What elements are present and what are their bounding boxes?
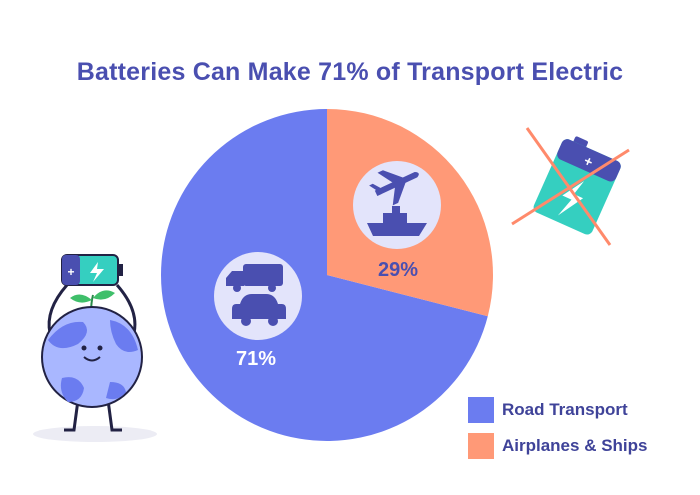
mascot-shadow xyxy=(33,426,157,442)
legend-swatch-airplanes-ships xyxy=(468,432,494,459)
svg-text:+: + xyxy=(67,265,74,279)
legend-label-road-transport: Road Transport xyxy=(502,399,628,419)
ship-icon xyxy=(367,206,427,236)
data-label-airplanes-ships: 29% xyxy=(378,259,418,281)
airplane-icon xyxy=(369,170,419,206)
pie-slices xyxy=(160,109,493,441)
road-transport-icon-group xyxy=(214,252,302,340)
truck-icon xyxy=(226,264,283,292)
legend-label-airplanes-ships: Airplanes & Ships xyxy=(502,435,648,455)
legend-item-airplanes-ships: Airplanes & Ships xyxy=(468,430,647,461)
data-label-road-transport: 71% xyxy=(236,348,276,370)
crossed-battery-icon: + xyxy=(511,127,630,246)
legend: Road Transport Airplanes & Ships xyxy=(468,394,647,466)
chart-title: Batteries Can Make 71% of Transport Elec… xyxy=(76,58,624,86)
earth-mascot-illustration: + xyxy=(33,254,157,442)
airplanes-ships-icon-group xyxy=(353,161,441,249)
legend-item-road-transport: Road Transport xyxy=(468,394,647,425)
car-icon xyxy=(232,294,286,326)
legend-swatch-road-transport xyxy=(468,396,494,423)
pie-slice-road-transport xyxy=(160,109,488,441)
